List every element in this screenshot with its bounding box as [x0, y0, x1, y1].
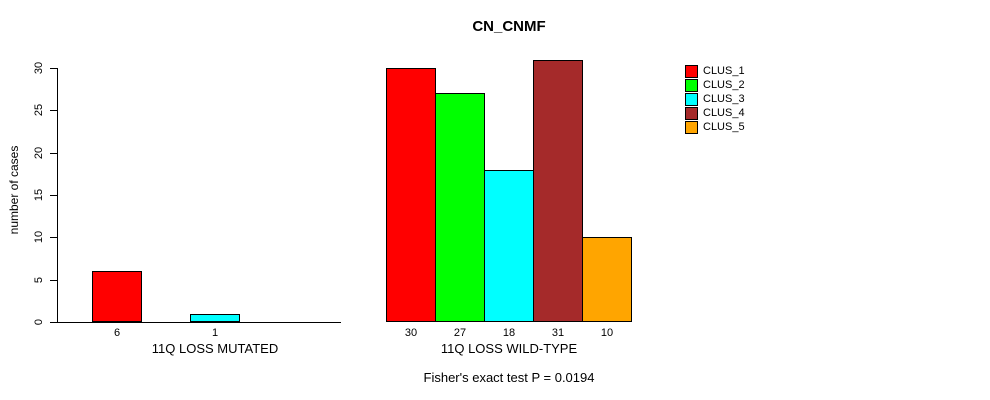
bar-clus_2-group2: [435, 93, 485, 322]
bar-clus_3-group1: [190, 314, 240, 322]
y-tick-label-10: 10: [33, 230, 45, 244]
legend-label-clus_3: CLUS_3: [703, 93, 745, 105]
legend-swatch-clus_5: [685, 121, 698, 134]
y-tick-mark-15: [50, 195, 57, 196]
bar-value-label-clus_3-group2: 18: [502, 327, 516, 339]
y-tick-label-30: 30: [33, 61, 45, 75]
legend-swatch-clus_3: [685, 93, 698, 106]
legend-label-clus_2: CLUS_2: [703, 79, 745, 91]
legend-swatch-clus_2: [685, 79, 698, 92]
y-tick-mark-25: [50, 110, 57, 111]
bar-clus_5-group2: [582, 237, 632, 322]
legend-label-clus_4: CLUS_4: [703, 107, 745, 119]
bar-value-label-clus_2-group2: 27: [453, 327, 467, 339]
y-axis-label: number of cases: [7, 145, 21, 235]
legend-swatch-clus_1: [685, 65, 698, 78]
group-label-mutated: 11Q LOSS MUTATED: [151, 341, 279, 356]
y-axis-line: [57, 68, 58, 323]
legend-label-clus_5: CLUS_5: [703, 121, 745, 133]
y-tick-label-25: 25: [33, 103, 45, 117]
legend-swatch-clus_4: [685, 107, 698, 120]
bar-value-label-clus_4-group2: 31: [551, 327, 565, 339]
y-tick-label-15: 15: [33, 188, 45, 202]
bar-clus_4-group2: [533, 60, 583, 322]
y-tick-label-5: 5: [33, 276, 45, 284]
y-tick-mark-5: [50, 280, 57, 281]
y-tick-mark-20: [50, 153, 57, 154]
bar-clus_1-group2: [386, 68, 436, 322]
y-tick-mark-30: [50, 68, 57, 69]
legend-label-clus_1: CLUS_1: [703, 65, 745, 77]
y-tick-mark-0: [50, 322, 57, 323]
bar-clus_1-group1: [92, 271, 142, 322]
group-label-wildtype: 11Q LOSS WILD-TYPE: [440, 341, 578, 356]
bar-value-label-clus_5-group2: 10: [600, 327, 614, 339]
bar-clus_3-group2: [484, 170, 534, 322]
y-tick-label-20: 20: [33, 146, 45, 160]
chart-title: CN_CNMF: [472, 18, 546, 35]
fisher-test-caption: Fisher's exact test P = 0.0194: [423, 370, 595, 385]
y-tick-mark-10: [50, 237, 57, 238]
x-axis-baseline-mutated: [57, 322, 341, 323]
bar-value-label-clus_3-group1: 1: [211, 327, 219, 339]
y-tick-label-0: 0: [33, 318, 45, 326]
bar-value-label-clus_1-group2: 30: [404, 327, 418, 339]
bar-value-label-clus_1-group1: 6: [113, 327, 121, 339]
